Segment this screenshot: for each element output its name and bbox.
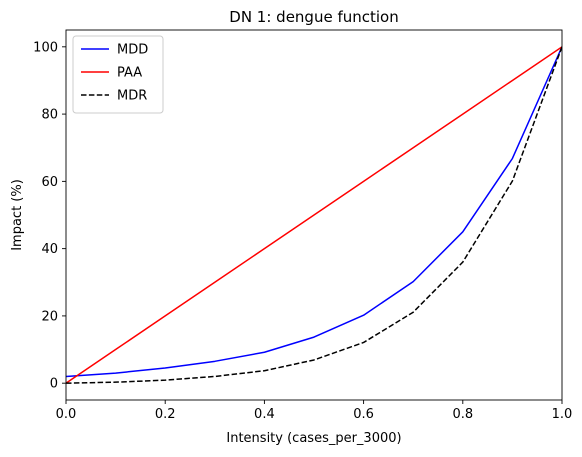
x-tick-label: 1.0 — [552, 407, 573, 422]
y-axis-label: Impact (%) — [10, 179, 25, 251]
x-tick-label: 0.4 — [254, 407, 275, 422]
y-tick-label: 100 — [33, 40, 58, 55]
legend-label-mdd: MDD — [117, 43, 148, 58]
axes-border — [65, 29, 563, 401]
series-line-paa — [66, 46, 562, 384]
x-axis-label: Intensity (cases_per_3000) — [226, 431, 401, 446]
y-tick-label: 80 — [41, 108, 58, 123]
x-axis-ticks: 0.0 0.2 0.4 0.6 0.8 1.0 — [56, 400, 573, 422]
y-tick-label: 20 — [41, 309, 58, 324]
x-tick-label: 0.2 — [155, 407, 176, 422]
legend-label-mdr: MDR — [117, 89, 147, 104]
x-tick-label: 0.0 — [56, 407, 77, 422]
y-tick-label: 60 — [41, 175, 58, 190]
y-tick-label: 40 — [41, 242, 58, 257]
legend-label-paa: PAA — [117, 66, 142, 81]
axes-frame — [65, 29, 563, 401]
y-tick-label: 0 — [50, 377, 58, 392]
legend: MDD PAA MDR — [72, 35, 164, 114]
x-tick-label: 0.6 — [353, 407, 374, 422]
x-tick-label: 0.8 — [452, 407, 473, 422]
legend-box — [72, 35, 164, 114]
series-line-mdd — [66, 46, 562, 378]
y-axis-ticks: 0 20 40 60 80 100 — [33, 40, 66, 392]
series-line-mdr — [66, 46, 562, 384]
series-lines — [66, 46, 562, 384]
chart-title: DN 1: dengue function — [229, 8, 398, 26]
